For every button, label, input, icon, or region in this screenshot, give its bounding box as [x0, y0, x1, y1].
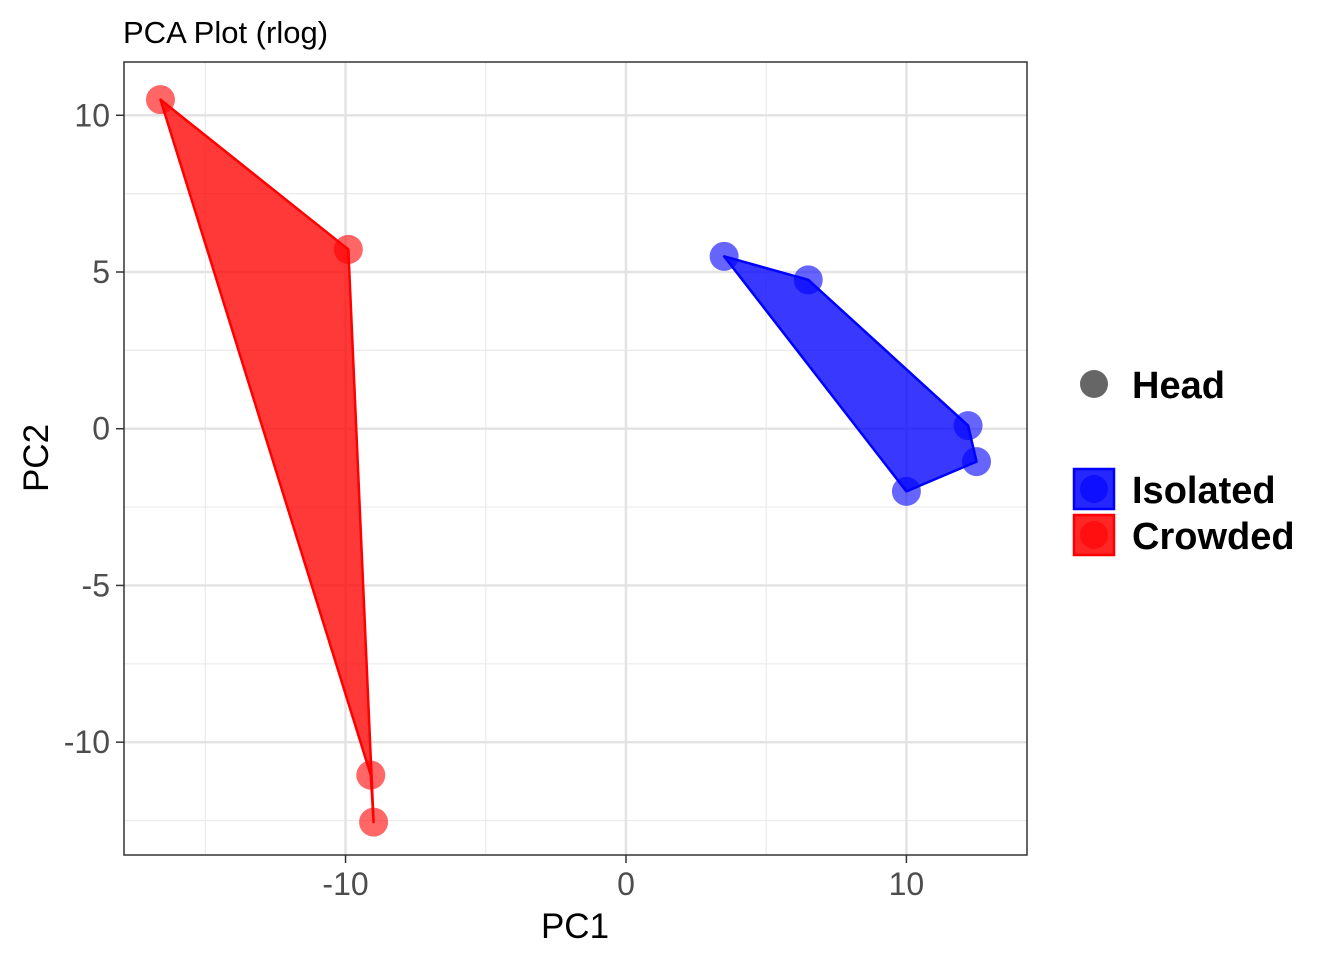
point-crowded-4 — [359, 807, 389, 837]
plot-panel: -10 0 10 -10 -5 0 5 10 — [64, 61, 1028, 902]
point-isolated-3 — [953, 411, 983, 441]
legend-key-point-isolated — [1080, 475, 1108, 503]
point-crowded-1 — [145, 85, 175, 115]
panel-border — [123, 61, 1028, 856]
legend-shape-key — [1080, 370, 1108, 398]
x-tick-label: -10 — [322, 866, 368, 902]
x-axis-title: PC1 — [541, 907, 609, 946]
point-isolated-5 — [891, 476, 921, 506]
legend-label-crowded: Crowded — [1132, 516, 1295, 558]
y-tick-label: 0 — [92, 411, 110, 447]
y-tick-label: -5 — [82, 567, 110, 603]
legend-key-point-crowded — [1080, 521, 1108, 549]
point-isolated-4 — [962, 447, 992, 477]
hull-isolated — [722, 255, 978, 493]
chart-title: PCA Plot (rlog) — [123, 15, 328, 50]
y-tick-label: -10 — [64, 724, 110, 760]
y-tick-label: 10 — [74, 97, 110, 133]
point-crowded-3 — [356, 760, 386, 790]
y-tick-label: 5 — [92, 254, 110, 290]
point-isolated-2 — [793, 265, 823, 295]
y-axis-title: PC2 — [17, 424, 56, 492]
x-tick-label: 10 — [889, 866, 925, 902]
x-tick-label: 0 — [617, 866, 635, 902]
legend-label-isolated: Isolated — [1132, 470, 1276, 512]
point-crowded-2 — [333, 234, 363, 264]
point-isolated-1 — [709, 241, 739, 271]
legend-label-shape: Head — [1132, 365, 1225, 407]
